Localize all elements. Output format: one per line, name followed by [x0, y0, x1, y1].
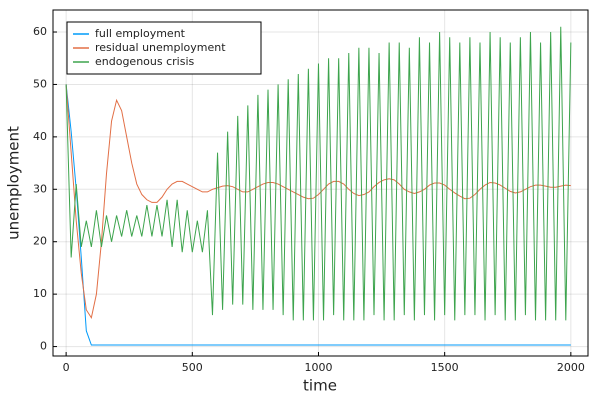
legend-label: endogenous crisis — [95, 55, 195, 68]
x-tick-label: 2000 — [557, 361, 585, 374]
x-tick-label: 1000 — [304, 361, 332, 374]
y-tick-label: 40 — [33, 130, 47, 143]
y-tick-label: 0 — [40, 340, 47, 353]
plot-frame — [52, 9, 589, 357]
x-tick-label: 0 — [63, 361, 70, 374]
x-tick-label: 1500 — [431, 361, 459, 374]
x-tick-label: 500 — [182, 361, 203, 374]
y-tick-label: 30 — [33, 182, 47, 195]
y-tick-label: 10 — [33, 287, 47, 300]
series-line — [65, 84, 571, 346]
y-tick-label: 50 — [33, 77, 47, 90]
y-tick-label: 20 — [33, 235, 47, 248]
legend-box — [66, 21, 262, 75]
series-line — [65, 26, 572, 321]
x-axis-label: time — [303, 377, 337, 395]
y-tick-label: 60 — [33, 25, 47, 38]
series-line — [65, 84, 571, 320]
legend-label: residual unemployment — [95, 41, 226, 54]
y-axis-label: unemployment — [5, 126, 23, 240]
legend-label: full employment — [95, 27, 186, 40]
